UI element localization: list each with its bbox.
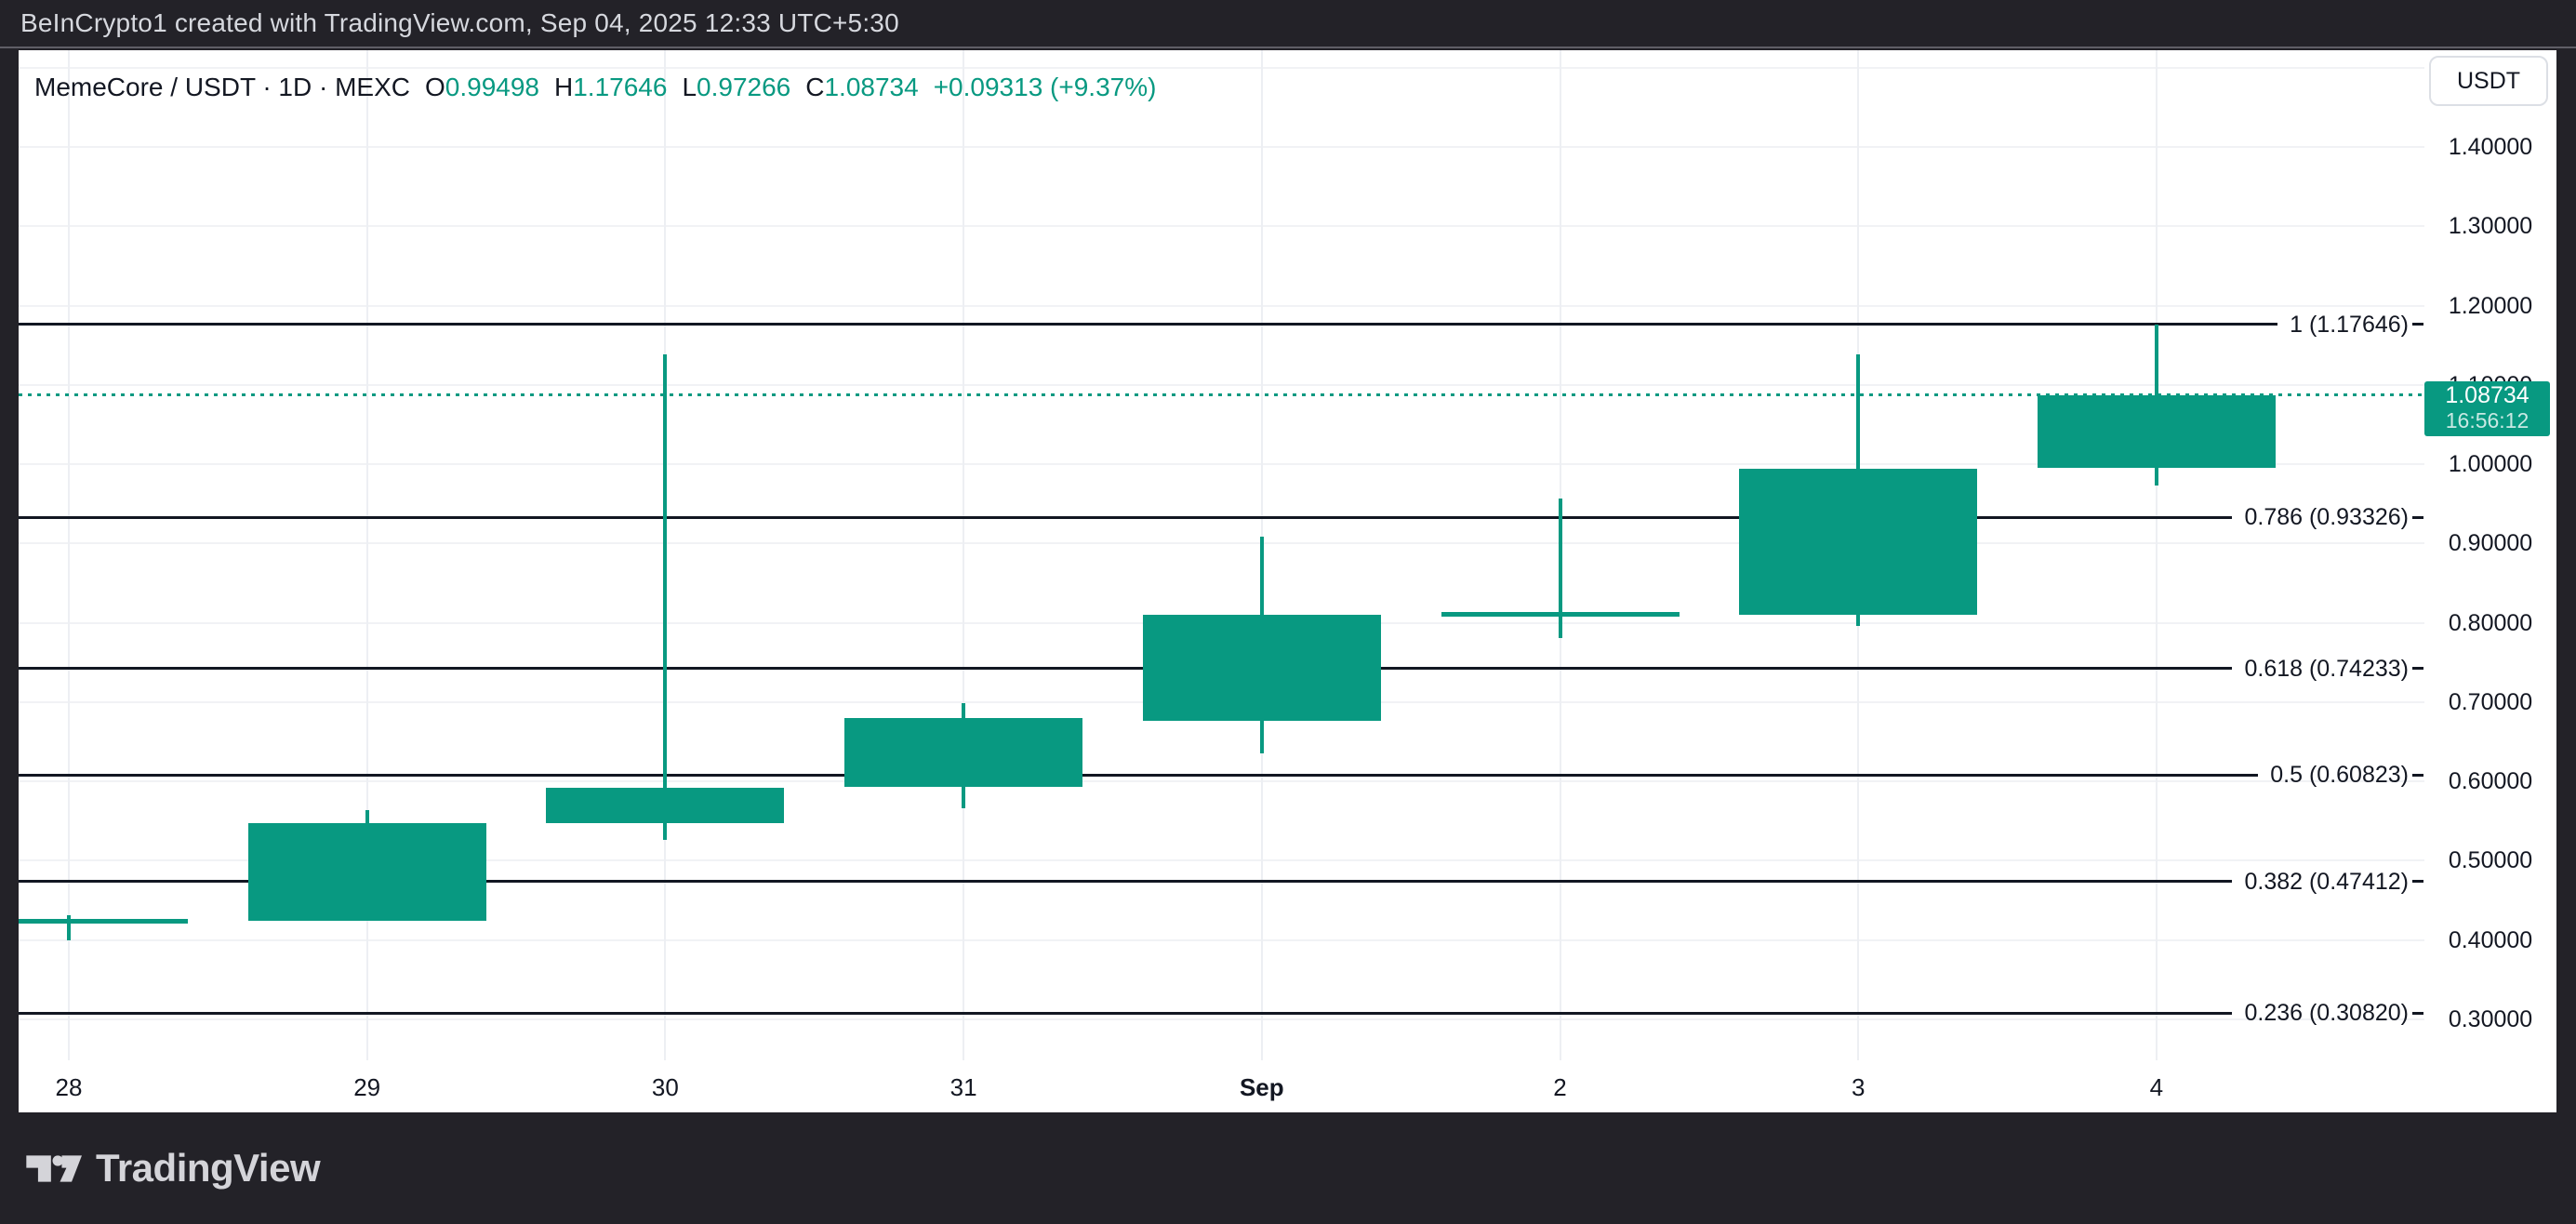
fib-retracement-line <box>19 1011 2232 1015</box>
snapshot-title-bar: BeInCrypto1 created with TradingView.com… <box>0 0 2576 48</box>
price-axis-label: 1.20000 <box>2448 292 2533 319</box>
horizontal-gridline <box>19 859 2424 862</box>
horizontal-gridline <box>19 66 2424 69</box>
price-axis-label: 0.50000 <box>2448 847 2533 874</box>
fib-level-label: 0.618 (0.74233) <box>2244 655 2409 682</box>
ohlc-pair: O0.99498 <box>425 73 539 101</box>
tradingview-wordmark: TradingView <box>96 1146 321 1190</box>
fib-level-label: 0.5 (0.60823) <box>2270 762 2409 789</box>
ohlc-pair: L0.97266 <box>682 73 791 101</box>
fib-level-label: 1 (1.17646) <box>2290 311 2409 338</box>
snapshot-title-text: BeInCrypto1 created with TradingView.com… <box>20 8 899 37</box>
candle-body <box>1441 611 1680 617</box>
time-axis-label: 3 <box>1851 1073 1866 1101</box>
horizontal-gridline <box>19 780 2424 783</box>
time-axis-label: 30 <box>651 1073 679 1101</box>
fib-retracement-line <box>19 880 2232 884</box>
horizontal-gridline <box>19 1018 2424 1020</box>
candle-body <box>1142 614 1381 721</box>
price-axis-label: 0.80000 <box>2448 609 2533 636</box>
footer-bar: TradingView <box>0 1112 2576 1224</box>
candle-body <box>19 919 188 925</box>
time-axis-label: Sep <box>1239 1073 1284 1101</box>
change-value: +0.09313 (+9.37%) <box>933 73 1157 101</box>
time-axis-label: 31 <box>949 1073 977 1101</box>
time-axis-label: 2 <box>1553 1073 1567 1101</box>
ohlc-values: O0.99498 H1.17646 L0.97266 C1.08734 <box>425 73 919 102</box>
plot-area[interactable]: 1 (1.17646) 0.786 (0.93326) 0.618 (0.74233… <box>19 50 2424 1060</box>
horizontal-gridline <box>19 938 2424 941</box>
candle-body <box>247 823 486 921</box>
fib-retracement-line <box>19 515 2232 519</box>
candle-wick <box>67 914 71 941</box>
currency-button[interactable]: USDT <box>2429 56 2548 106</box>
candle-body <box>844 717 1083 788</box>
vertical-gridline <box>2155 50 2158 1060</box>
horizontal-gridline <box>19 542 2424 545</box>
horizontal-gridline <box>19 383 2424 386</box>
price-axis-label: 1.40000 <box>2448 134 2533 161</box>
fib-retracement-line <box>19 773 2258 777</box>
fib-label-dash <box>2412 880 2423 884</box>
vertical-gridline <box>365 50 368 1060</box>
fib-label-dash <box>2412 515 2423 519</box>
vertical-gridline <box>68 50 70 1060</box>
vertical-gridline <box>963 50 965 1060</box>
fib-level-label: 0.382 (0.47412) <box>2244 868 2409 895</box>
fib-retracement-line <box>19 667 2232 671</box>
candle-body <box>2037 394 2276 469</box>
price-axis-label: 0.70000 <box>2448 688 2533 715</box>
horizontal-gridline <box>19 225 2424 228</box>
last-price-value: 1.08734 <box>2445 382 2530 409</box>
time-axis-label: 4 <box>2149 1073 2164 1101</box>
ohlc-pair: H1.17646 <box>554 73 668 101</box>
tradingview-logo-icon <box>26 1154 82 1182</box>
fib-label-dash <box>2412 773 2423 777</box>
bar-countdown: 16:56:12 <box>2445 408 2530 433</box>
last-price-line <box>19 393 2424 397</box>
price-axis-label: 0.90000 <box>2448 530 2533 557</box>
fib-label-dash <box>2412 1011 2423 1015</box>
candle-wick <box>1558 498 1562 638</box>
horizontal-gridline <box>19 304 2424 307</box>
price-axis-label: 1.30000 <box>2448 213 2533 240</box>
time-axis-label: 28 <box>55 1073 83 1101</box>
fib-label-dash <box>2412 323 2423 326</box>
price-axis-label: 0.60000 <box>2448 768 2533 795</box>
symbol-title: MemeCore / USDT · 1D · MEXC <box>34 73 410 101</box>
candle-body <box>546 788 785 824</box>
horizontal-gridline <box>19 146 2424 149</box>
price-axis-label: 0.40000 <box>2448 926 2533 953</box>
last-price-label: 1.08734 16:56:12 <box>2424 380 2550 436</box>
time-axis[interactable]: 28 29 30 31 Sep 2 3 4 <box>19 1060 2424 1112</box>
fib-label-dash <box>2412 667 2423 671</box>
time-axis-label: 29 <box>353 1073 381 1101</box>
price-axis-label: 0.30000 <box>2448 1006 2533 1032</box>
fib-level-label: 0.236 (0.30820) <box>2244 1000 2409 1026</box>
chart-legend-row: MemeCore / USDT · 1D · MEXC O0.99498 H1.1… <box>34 73 1156 102</box>
candle-wick <box>663 354 668 841</box>
ohlc-pair: C1.08734 <box>805 73 919 101</box>
fib-retracement-line <box>19 323 2277 326</box>
horizontal-gridline <box>19 463 2424 466</box>
price-axis[interactable]: USDT 1.08734 16:56:12 1.40000 1.30000 1.20… <box>2424 50 2556 1060</box>
price-axis-label: 1.00000 <box>2448 451 2533 478</box>
chart-panel: 1 (1.17646) 0.786 (0.93326) 0.618 (0.74233… <box>19 50 2556 1112</box>
fib-level-label: 0.786 (0.93326) <box>2244 504 2409 531</box>
candle-body <box>1739 469 1978 616</box>
